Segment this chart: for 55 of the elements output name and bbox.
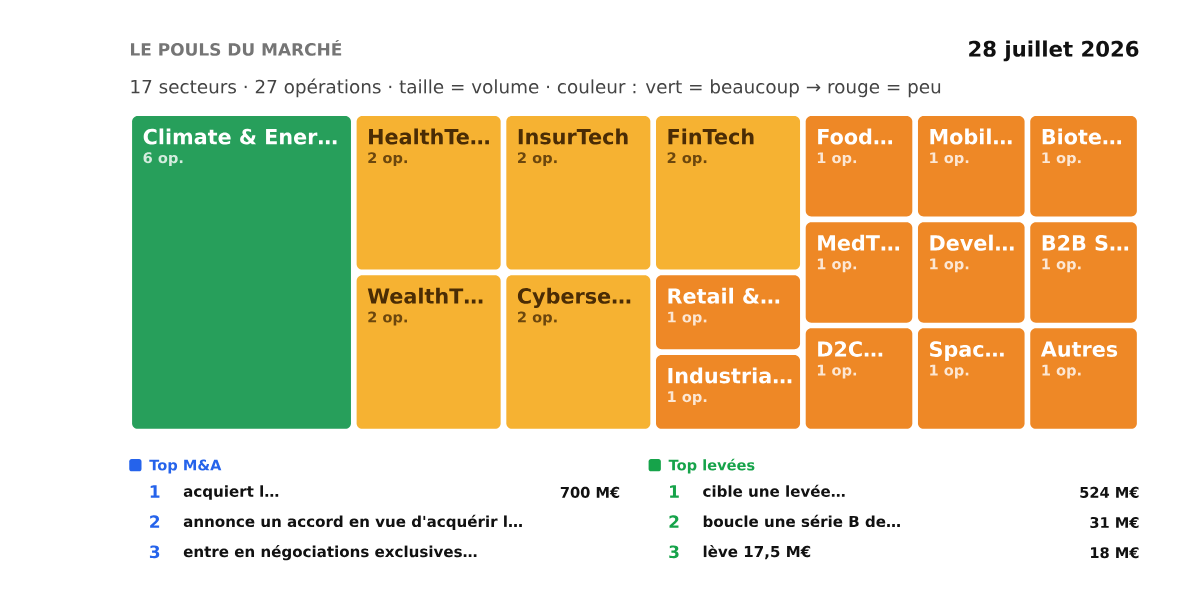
text: Top levées bbox=[668, 458, 755, 474]
category-label: Food… bbox=[818, 128, 893, 145]
category-label: InsurTech bbox=[518, 128, 628, 145]
category-label: B2B S… bbox=[1042, 235, 1129, 251]
text: LE POULS DU MARCHÉ bbox=[130, 39, 342, 56]
text: 1 bbox=[150, 485, 160, 498]
text: Top M&A bbox=[149, 459, 222, 474]
text: 2 bbox=[150, 515, 160, 528]
data-label: 1 op. bbox=[817, 258, 857, 273]
category-label: HealthTe… bbox=[369, 128, 489, 145]
text: 28 juillet 2026 bbox=[969, 40, 1139, 62]
category-label: D2C… bbox=[818, 341, 883, 357]
data-label: 1 op. bbox=[930, 364, 969, 379]
category-label: annonce un accord en vue d'acquérir l… bbox=[183, 514, 522, 531]
data-label: 2 op. bbox=[518, 311, 557, 326]
data-label: 1 op. bbox=[668, 311, 707, 326]
data-label: 2 op. bbox=[518, 152, 557, 167]
data-label: 2 op. bbox=[667, 152, 707, 167]
text: 3 bbox=[149, 545, 160, 559]
category-label: WealthT… bbox=[367, 287, 483, 304]
category-label: Cyberse… bbox=[517, 287, 631, 309]
category-label: Industria… bbox=[668, 367, 792, 384]
category-label: FinTech bbox=[668, 128, 754, 145]
data-label: 2 op. bbox=[368, 311, 407, 326]
text: 31 M€ bbox=[1090, 517, 1139, 529]
data-label: 1 op. bbox=[930, 258, 969, 273]
category-label: entre en négociations exclusives… bbox=[183, 545, 477, 561]
category-label: acquiert l… bbox=[183, 485, 279, 500]
category-label: Retail &… bbox=[668, 287, 780, 304]
data-label: 1 op. bbox=[930, 152, 969, 167]
category-label: boucle une série B de… bbox=[703, 514, 900, 528]
category-label: cible une levée… bbox=[703, 484, 845, 498]
data-label: 1 op. bbox=[817, 152, 857, 167]
data-label: 6 op. bbox=[143, 152, 183, 167]
text: 17 secteurs · 27 opérations · taille = volume · couleur : vert = beaucoup → rouge = peu bbox=[131, 78, 941, 98]
text: 700 M€ bbox=[560, 486, 620, 498]
data-label: 1 op. bbox=[1042, 364, 1081, 379]
category-label: Biote… bbox=[1042, 128, 1122, 145]
data-label: 1 op. bbox=[668, 391, 707, 406]
text: 524 M€ bbox=[1080, 486, 1139, 498]
data-label: 2 op. bbox=[368, 152, 407, 167]
text: 18 M€ bbox=[1091, 547, 1139, 559]
category-label: Devel… bbox=[930, 234, 1014, 251]
data-label: 1 op. bbox=[1042, 152, 1081, 167]
data-label: 1 op. bbox=[1042, 258, 1081, 273]
category-label: MedT… bbox=[818, 234, 900, 251]
text: 2 bbox=[669, 515, 679, 528]
category-label: Spac… bbox=[930, 341, 1004, 362]
category-label: Climate & Ener… bbox=[143, 128, 337, 145]
category-label: Autres bbox=[1040, 341, 1118, 357]
data-label: 1 op. bbox=[817, 364, 857, 379]
category-label: lève 17,5 M€ bbox=[703, 545, 811, 560]
text: 1 bbox=[670, 485, 679, 498]
text: 3 bbox=[669, 545, 679, 559]
category-label: Mobil… bbox=[930, 128, 1012, 145]
